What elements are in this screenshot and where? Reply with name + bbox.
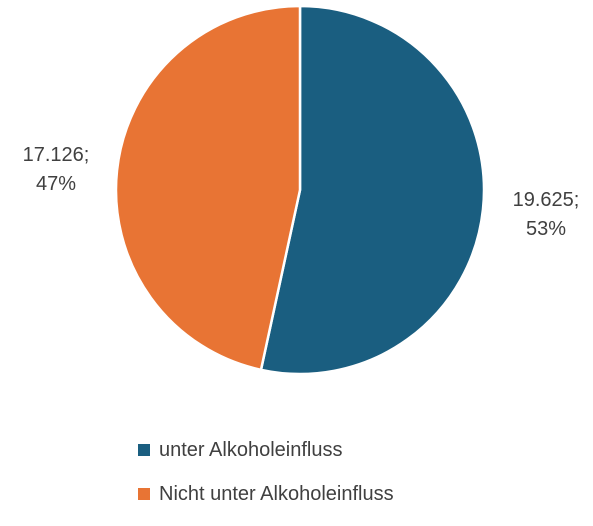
pie-slice-nicht-unter-alkoholeinfluss [114, 4, 302, 372]
legend-label-unter-alkoholeinfluss: unter Alkoholeinfluss [159, 438, 343, 461]
legend-swatch-nicht-unter-alkoholeinfluss [138, 488, 150, 500]
legend-label-nicht-unter-alkoholeinfluss: Nicht unter Alkoholeinfluss [159, 482, 394, 505]
legend-item-nicht-unter-alkoholeinfluss: Nicht unter Alkoholeinfluss [138, 482, 394, 506]
pie-slice-unter-alkoholeinfluss [259, 4, 486, 376]
data-label-percent-unter-alkoholeinfluss: 53% [526, 218, 566, 240]
data-label-value-nicht-unter-alkoholeinfluss: 17.126; [23, 144, 90, 166]
legend-item-unter-alkoholeinfluss: unter Alkoholeinfluss [138, 438, 394, 462]
data-label-percent-nicht-unter-alkoholeinfluss: 47% [36, 173, 76, 195]
legend-swatch-unter-alkoholeinfluss [138, 444, 150, 456]
data-label-nicht-unter-alkoholeinfluss: 17.126; 47% [23, 144, 90, 195]
legend: unter Alkoholeinfluss Nicht unter Alkoho… [138, 438, 394, 526]
data-label-unter-alkoholeinfluss: 19.625; 53% [513, 189, 580, 240]
data-label-value-unter-alkoholeinfluss: 19.625; [513, 189, 580, 211]
pie-chart: 19.625; 53% 17.126; 47% [23, 4, 580, 376]
